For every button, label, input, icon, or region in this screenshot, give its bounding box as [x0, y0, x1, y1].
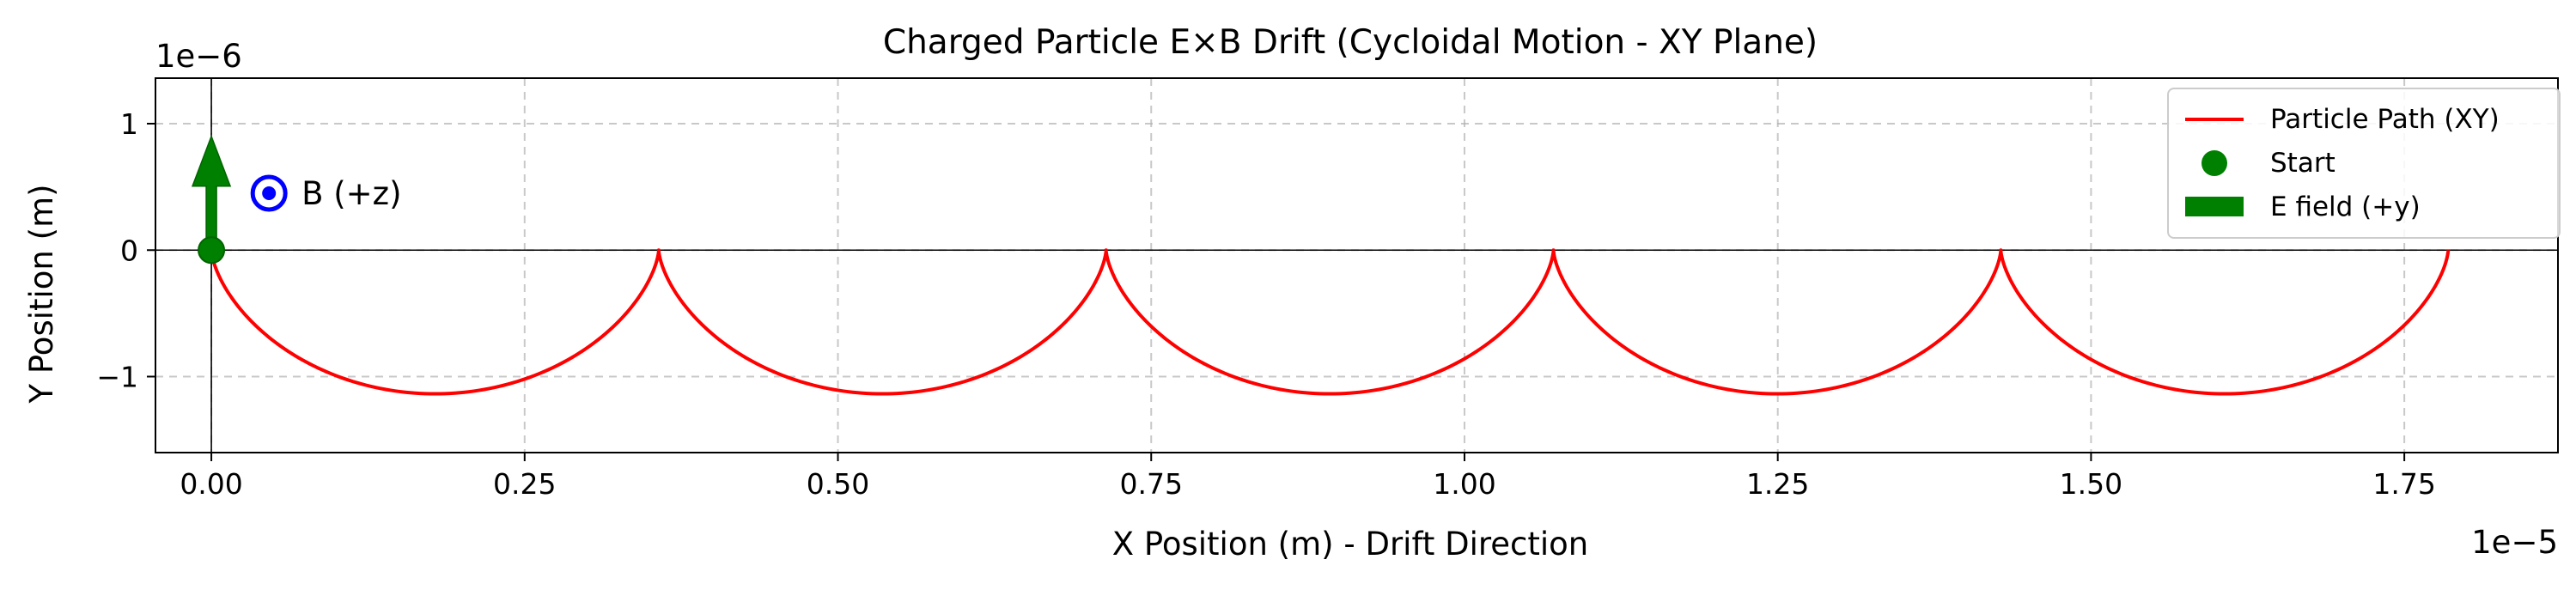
- x-tick-label: 1.00: [1433, 467, 1495, 501]
- ticks: 0.00 0.25 0.50 0.75 1.00 1.25 1.50 1.75 −1 0 1: [96, 107, 2436, 501]
- x-axis-multiplier: 1e−5: [2471, 524, 2558, 561]
- b-field-label: B (+z): [301, 175, 401, 212]
- chart-title: Charged Particle E×B Drift (Cycloidal Mo…: [883, 23, 1818, 62]
- start-marker: [198, 236, 226, 265]
- legend-box: [2167, 88, 2561, 239]
- b-field-symbol-dot: [262, 186, 277, 200]
- x-axis-label: X Position (m) - Drift Direction: [1112, 526, 1589, 563]
- legend-start-swatch: [2201, 150, 2227, 176]
- x-tick-label: 0.75: [1119, 467, 1182, 501]
- x-tick-label: 0.00: [180, 467, 242, 501]
- legend-efield-swatch: [2185, 197, 2244, 216]
- b-field-symbol-ring: [250, 174, 288, 212]
- y-axis-label: Y Position (m): [23, 184, 60, 404]
- x-tick-label: 1.75: [2372, 467, 2435, 501]
- legend-label-start: Start: [2270, 148, 2335, 179]
- y-tick-label: 0: [120, 234, 138, 267]
- y-axis-multiplier: 1e−6: [155, 38, 242, 75]
- axes-frame: [155, 77, 2559, 453]
- y-tick-label: 1: [120, 107, 138, 141]
- plot-area: B (+z): [191, 134, 2451, 396]
- legend-label-path: Particle Path (XY): [2270, 104, 2500, 135]
- x-tick-label: 1.50: [2060, 467, 2122, 501]
- x-tick-label: 1.25: [1746, 467, 1809, 501]
- y-tick-label: −1: [96, 361, 138, 394]
- x-tick-label: 0.50: [807, 467, 869, 501]
- legend: Particle Path (XY) Start E field (+y): [2167, 88, 2561, 239]
- particle-path-line: [210, 248, 2451, 396]
- legend-label-efield: E field (+y): [2270, 192, 2421, 222]
- x-tick-label: 0.25: [493, 467, 556, 501]
